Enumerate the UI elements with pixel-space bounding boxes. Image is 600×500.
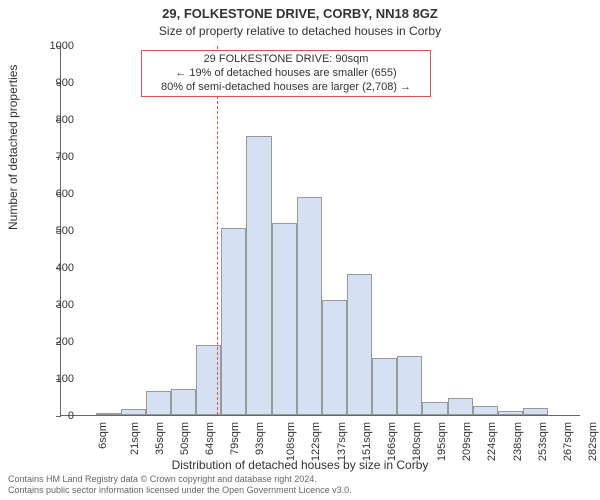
y-tick-label: 0 [34, 410, 74, 422]
histogram-bar [121, 409, 146, 415]
x-tick-label: 282sqm [587, 422, 599, 461]
x-tick-label: 166sqm [386, 422, 398, 461]
x-tick-label: 64sqm [204, 422, 216, 455]
y-tick-label: 700 [34, 151, 74, 163]
y-tick-label: 200 [34, 336, 74, 348]
x-tick-label: 35sqm [154, 422, 166, 455]
x-tick-label: 122sqm [311, 422, 323, 461]
footer-line-1: Contains HM Land Registry data © Crown c… [8, 474, 352, 485]
histogram-bar [523, 408, 548, 415]
footer-line-2: Contains public sector information licen… [8, 485, 352, 496]
chart-subtitle: Size of property relative to detached ho… [0, 24, 600, 38]
x-tick-label: 137sqm [336, 422, 348, 461]
plot-area: 29 FOLKESTONE DRIVE: 90sqm← 19% of detac… [60, 46, 580, 416]
histogram-bar [272, 223, 297, 415]
annotation-box: 29 FOLKESTONE DRIVE: 90sqm← 19% of detac… [141, 50, 431, 97]
histogram-bar [146, 391, 171, 415]
chart-container: 29, FOLKESTONE DRIVE, CORBY, NN18 8GZ Si… [0, 0, 600, 500]
y-tick-label: 500 [34, 225, 74, 237]
x-tick-label: 50sqm [179, 422, 191, 455]
plot-inner: 29 FOLKESTONE DRIVE: 90sqm← 19% of detac… [60, 46, 580, 416]
y-tick-label: 900 [34, 77, 74, 89]
x-tick-label: 108sqm [285, 422, 297, 461]
x-tick-label: 180sqm [411, 422, 423, 461]
annotation-line: 80% of semi-detached houses are larger (… [148, 81, 424, 95]
x-tick-label: 79sqm [229, 422, 241, 455]
x-axis-label: Distribution of detached houses by size … [0, 458, 600, 472]
histogram-bar [422, 402, 447, 415]
x-tick-label: 209sqm [461, 422, 473, 461]
histogram-bar [96, 413, 121, 415]
histogram-bar [322, 300, 347, 415]
y-tick-label: 800 [34, 114, 74, 126]
annotation-line: 29 FOLKESTONE DRIVE: 90sqm [148, 53, 424, 67]
histogram-bar [473, 406, 498, 415]
y-tick-label: 600 [34, 188, 74, 200]
chart-title: 29, FOLKESTONE DRIVE, CORBY, NN18 8GZ [0, 6, 600, 21]
x-tick-label: 21sqm [129, 422, 141, 455]
histogram-bar [397, 356, 422, 415]
x-tick-label: 253sqm [537, 422, 549, 461]
histogram-bar [347, 274, 372, 415]
y-tick-label: 400 [34, 262, 74, 274]
histogram-bar [498, 411, 523, 415]
footer-attribution: Contains HM Land Registry data © Crown c… [8, 474, 352, 496]
reference-line [217, 46, 218, 415]
histogram-bar [372, 358, 397, 415]
x-tick-label: 267sqm [562, 422, 574, 461]
histogram-bar [448, 398, 473, 415]
y-tick-label: 1000 [34, 40, 74, 52]
annotation-line: ← 19% of detached houses are smaller (65… [148, 67, 424, 81]
x-tick-label: 151sqm [361, 422, 373, 461]
x-tick-label: 238sqm [512, 422, 524, 461]
histogram-bar [297, 197, 322, 415]
histogram-bar [171, 389, 196, 415]
y-tick-label: 100 [34, 373, 74, 385]
x-tick-label: 93sqm [254, 422, 266, 455]
x-tick-label: 195sqm [436, 422, 448, 461]
y-axis-label: Number of detached properties [6, 65, 20, 230]
histogram-bar [221, 228, 246, 415]
x-tick-label: 6sqm [97, 422, 109, 449]
y-tick-label: 300 [34, 299, 74, 311]
x-tick-label: 224sqm [487, 422, 499, 461]
histogram-bar [246, 136, 271, 415]
